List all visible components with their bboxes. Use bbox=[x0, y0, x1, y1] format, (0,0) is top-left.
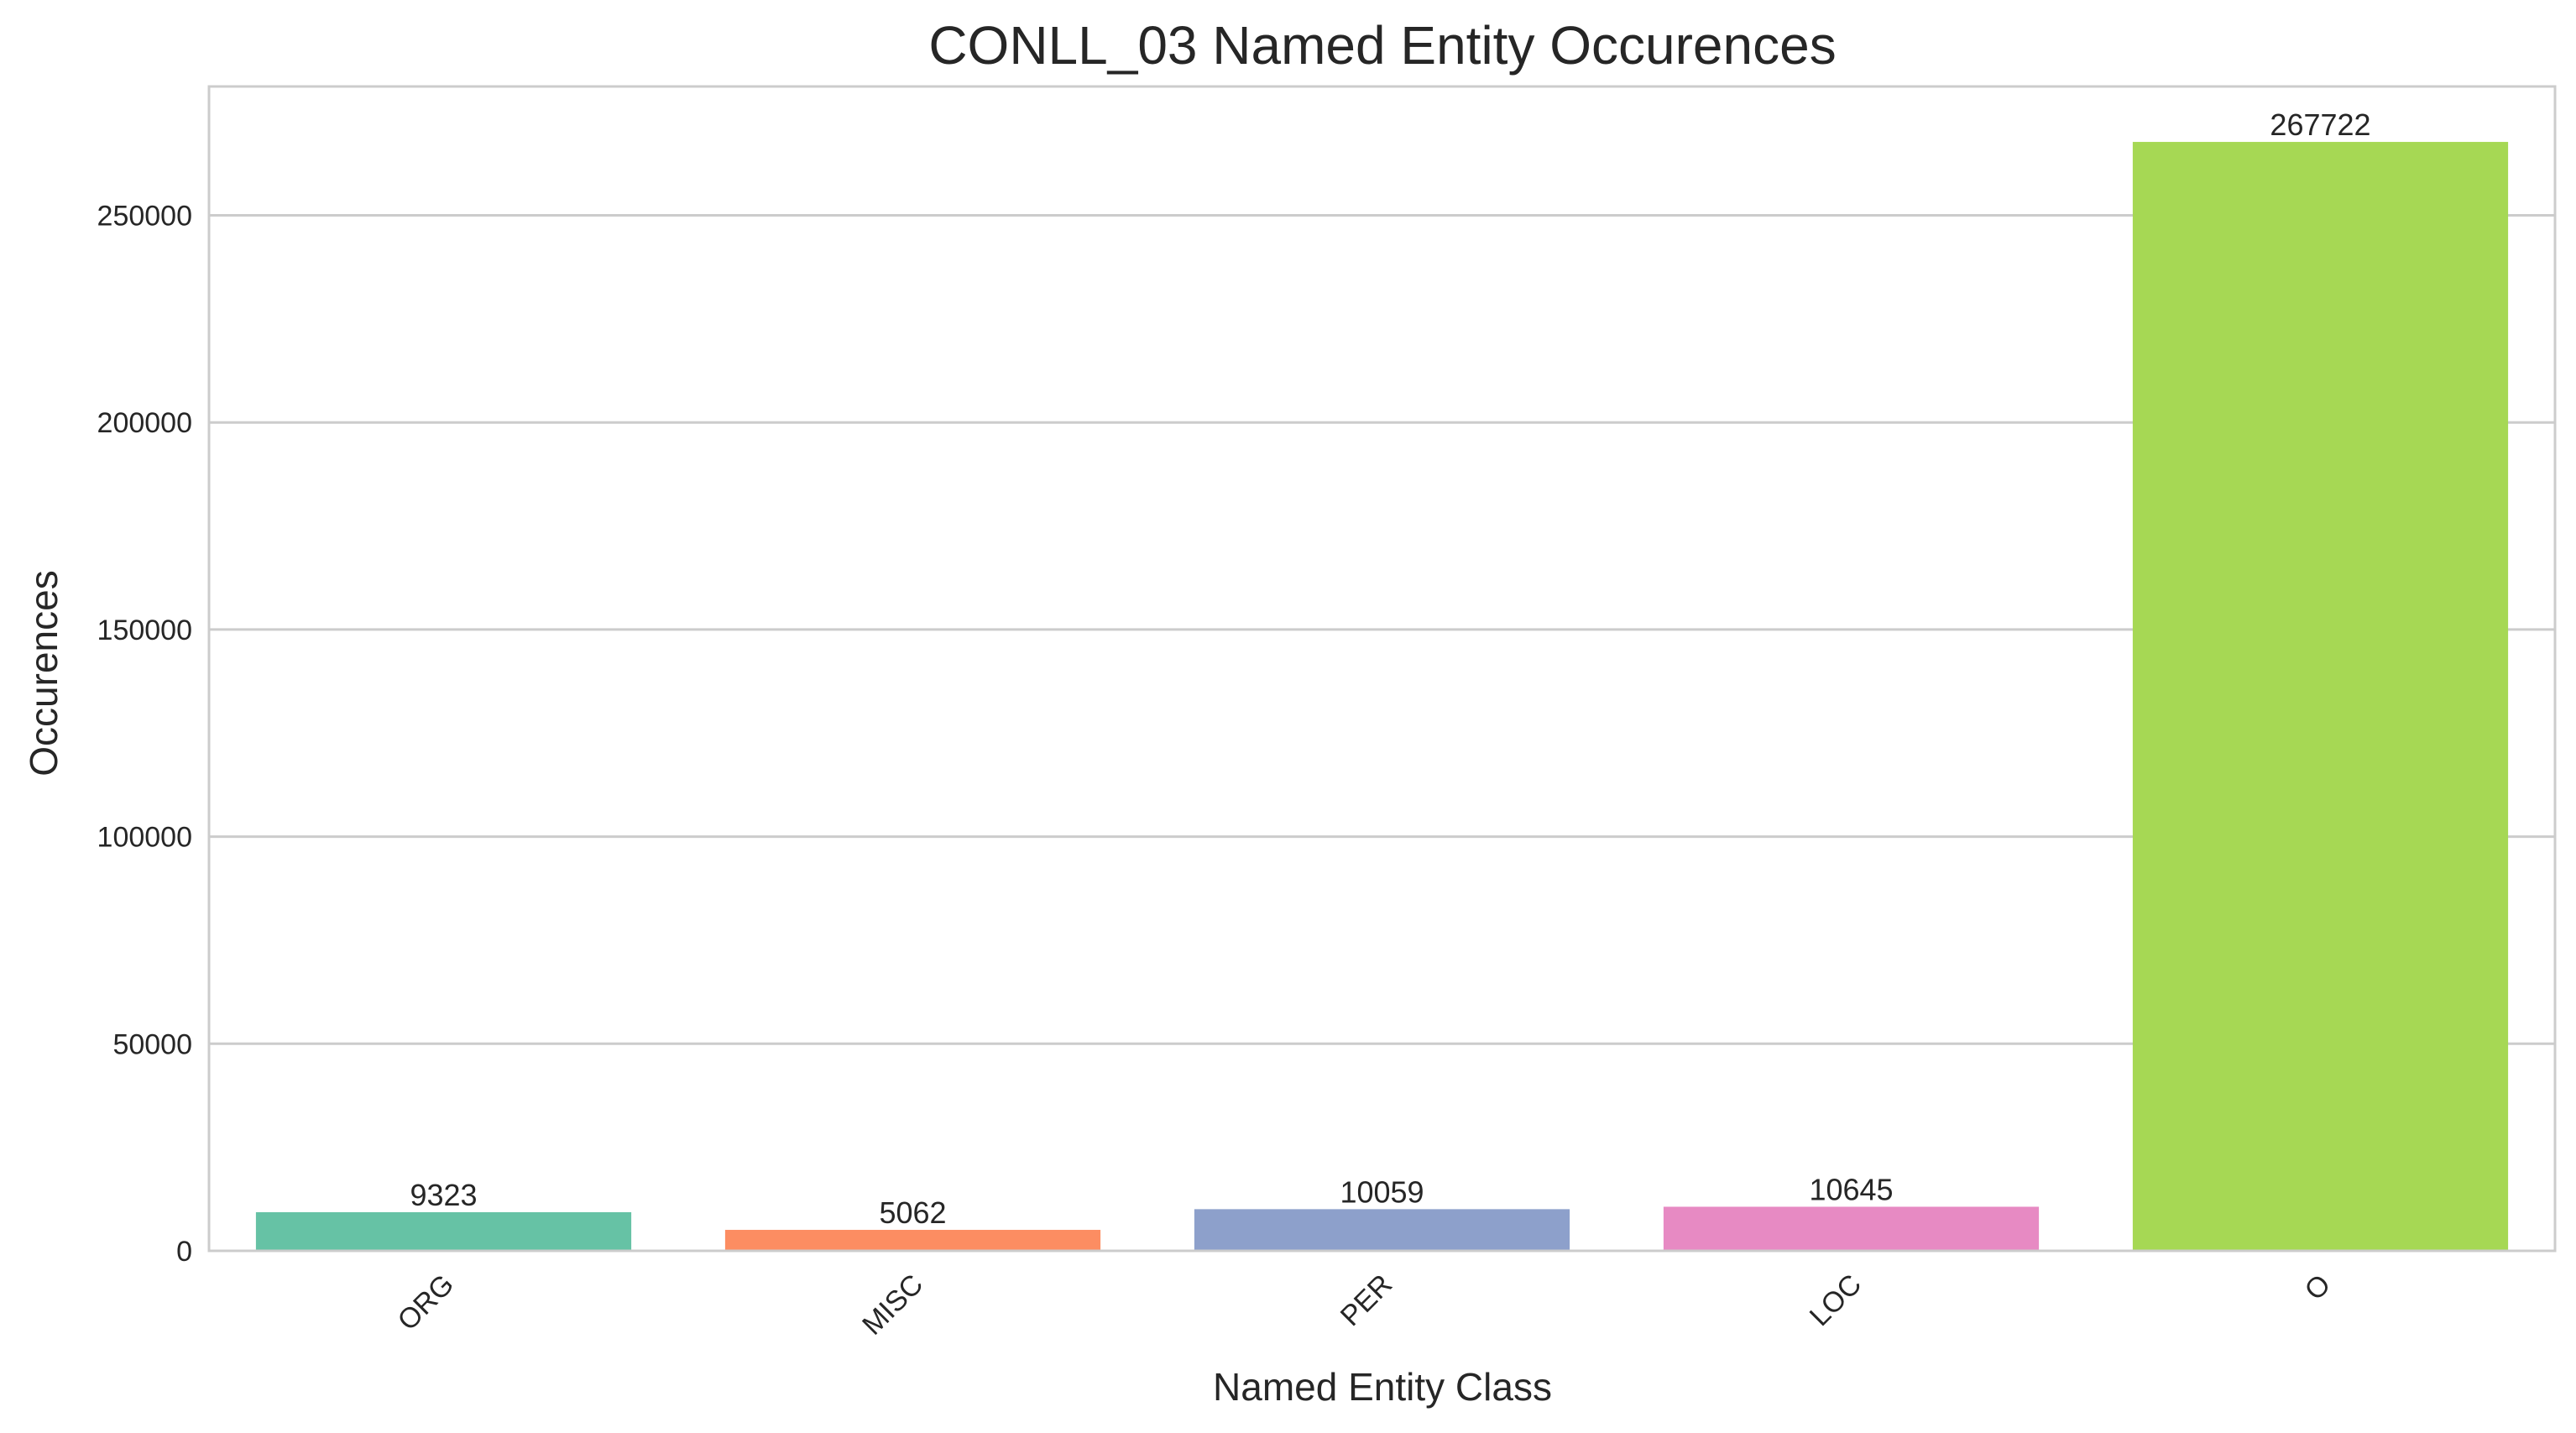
y-tick-label: 0 bbox=[176, 1236, 192, 1268]
y-tick-label: 200000 bbox=[97, 407, 192, 439]
bar-per bbox=[1194, 1209, 1570, 1251]
bar-o bbox=[2132, 142, 2509, 1252]
bar-value-label: 10059 bbox=[1340, 1174, 1424, 1209]
bar-value-label: 5062 bbox=[879, 1195, 946, 1230]
x-tick-label: PER bbox=[1335, 1268, 1398, 1332]
bars bbox=[255, 142, 2509, 1252]
bar-value-labels: 9323 5062 10059 10645 267722 bbox=[410, 107, 2370, 1230]
bar-value-label: 267722 bbox=[2270, 107, 2370, 142]
x-axis-ticks: ORG MISC PER LOC O bbox=[392, 1268, 2338, 1341]
y-axis-ticks: 0 50000 100000 150000 200000 250000 bbox=[97, 200, 192, 1268]
y-tick-label: 150000 bbox=[97, 615, 192, 646]
x-axis-label: Named Entity Class bbox=[1213, 1365, 1552, 1409]
y-tick-label: 250000 bbox=[97, 200, 192, 232]
chart-title: CONLL_03 Named Entity Occurences bbox=[928, 15, 1836, 76]
y-tick-label: 50000 bbox=[112, 1028, 192, 1060]
x-tick-label: MISC bbox=[856, 1268, 929, 1341]
x-tick-label: LOC bbox=[1804, 1268, 1868, 1332]
bar-loc bbox=[1663, 1206, 2040, 1251]
bar-misc bbox=[724, 1230, 1101, 1251]
plot-frame bbox=[207, 85, 2557, 1253]
bar-value-label: 9323 bbox=[410, 1178, 477, 1212]
x-tick-label: O bbox=[2299, 1268, 2338, 1307]
y-tick-label: 100000 bbox=[97, 822, 192, 854]
bar-value-label: 10645 bbox=[1809, 1172, 1893, 1206]
bar-org bbox=[255, 1211, 632, 1251]
y-axis-label: Occurences bbox=[22, 570, 65, 776]
x-tick-label: ORG bbox=[392, 1268, 461, 1337]
